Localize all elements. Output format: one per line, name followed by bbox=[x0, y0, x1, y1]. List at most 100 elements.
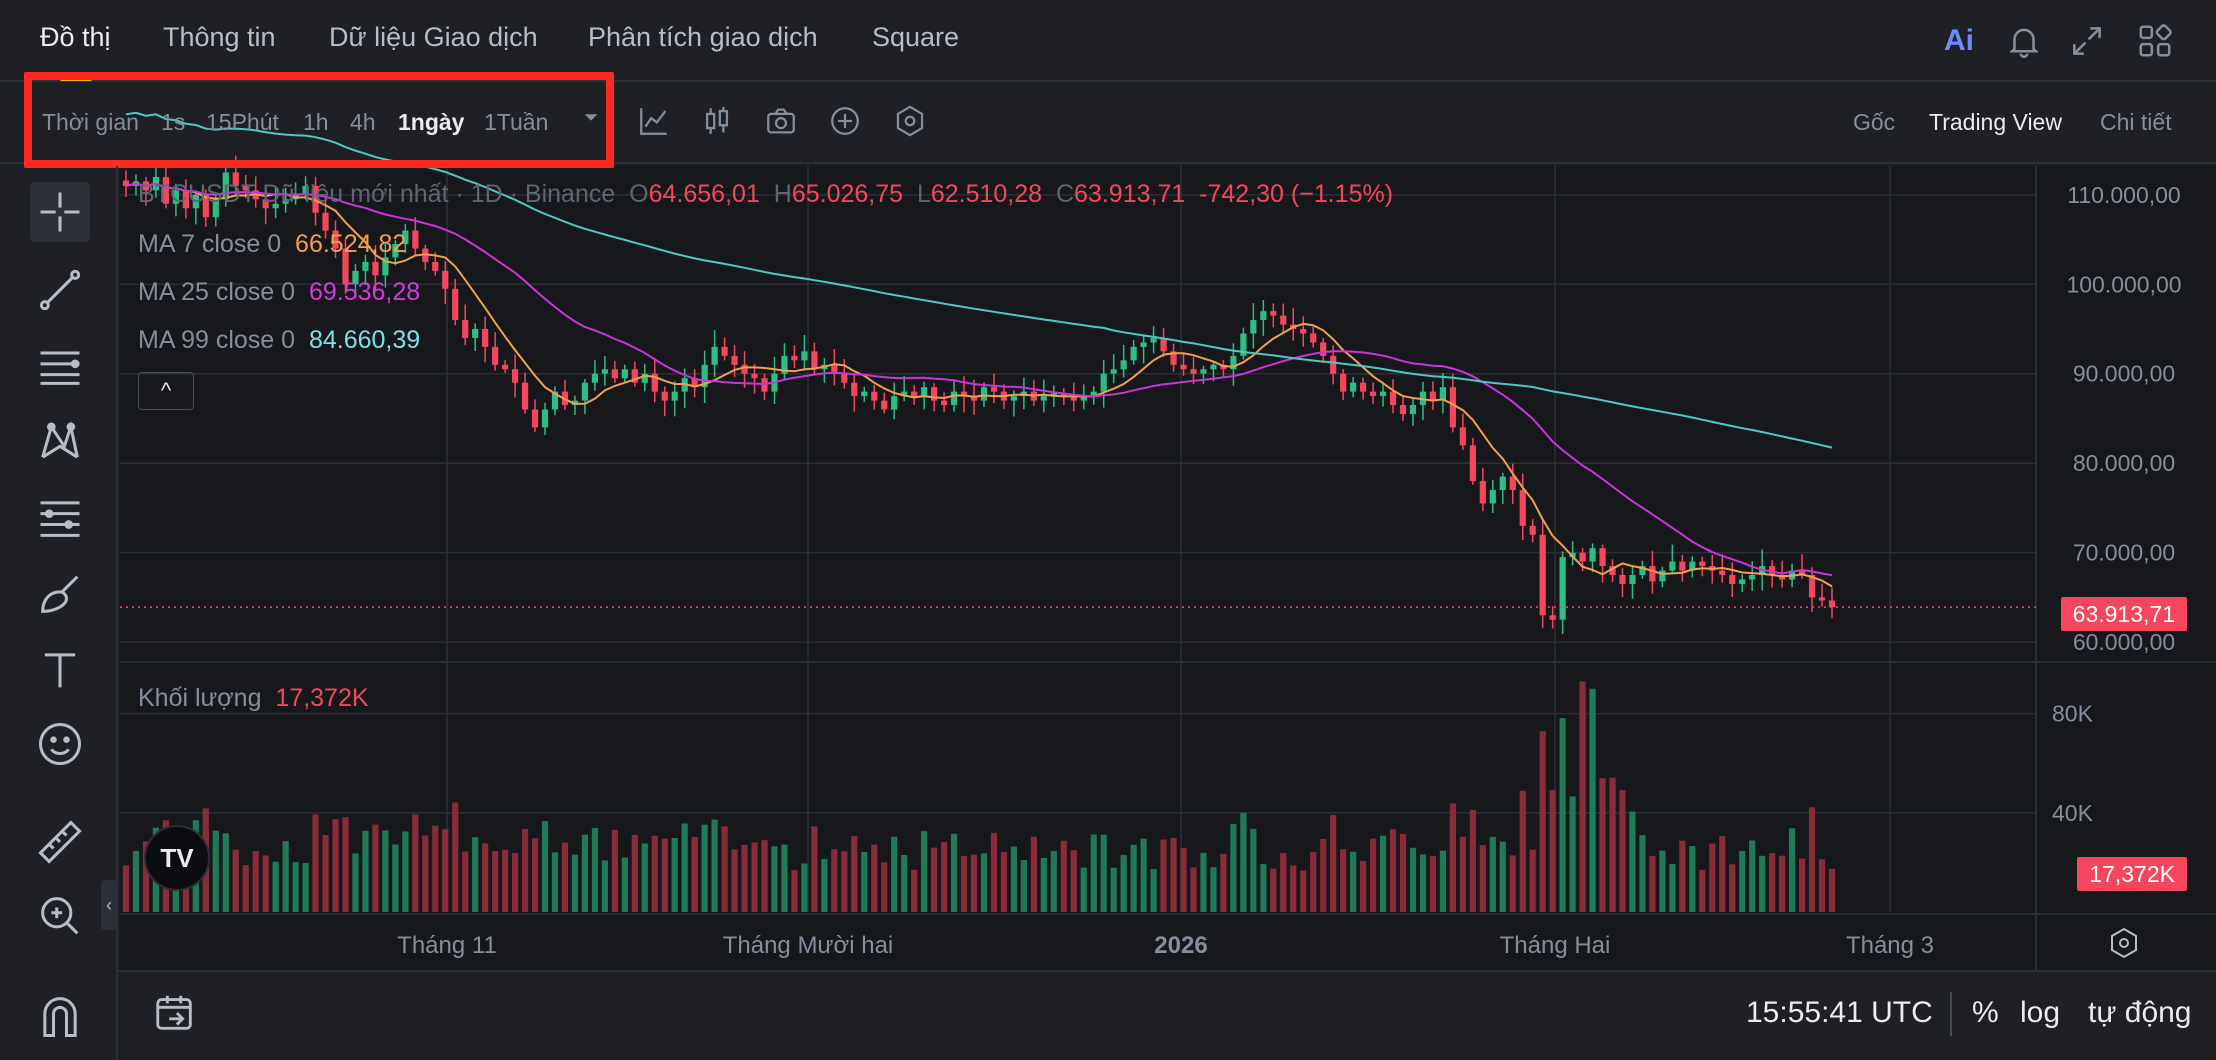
volume-bar bbox=[1369, 838, 1377, 912]
tab-trading-data[interactable]: Dữ liệu Giao dịch bbox=[329, 22, 538, 52]
candle-body bbox=[1599, 548, 1606, 567]
price-tick-label: 100.000,00 bbox=[2066, 271, 2181, 297]
settings-hex-icon[interactable] bbox=[893, 104, 927, 138]
timeframe-1h[interactable]: 1h bbox=[303, 109, 329, 135]
layout-grid-icon[interactable] bbox=[2136, 22, 2174, 60]
candle-body bbox=[671, 391, 678, 401]
candle-body bbox=[931, 387, 938, 401]
candle-body bbox=[1609, 566, 1616, 576]
last-price-tag: 63.913,71 bbox=[2060, 597, 2187, 631]
volume-bar bbox=[1639, 835, 1646, 912]
percent-toggle[interactable]: % bbox=[1972, 996, 1999, 1029]
volume-bar bbox=[1150, 868, 1157, 912]
trendline-icon[interactable] bbox=[30, 260, 90, 320]
text-icon[interactable] bbox=[30, 640, 90, 700]
ma25-legend: MA 25 close 0 69.536,28 bbox=[138, 278, 420, 307]
horizontal-lines-icon[interactable] bbox=[30, 336, 90, 396]
ai-icon[interactable]: Ai bbox=[1944, 24, 1974, 57]
volume-bar bbox=[691, 836, 698, 912]
candle-body bbox=[861, 391, 868, 397]
bottom-bar: 15:55:41 UTC % log tự động bbox=[118, 970, 2216, 1060]
tab-square[interactable]: Square bbox=[872, 22, 960, 52]
candle-body bbox=[1280, 315, 1287, 325]
volume-bar bbox=[581, 834, 589, 912]
fibonacci-icon[interactable] bbox=[30, 488, 90, 548]
candle-body bbox=[362, 261, 369, 271]
log-toggle[interactable]: log bbox=[2020, 996, 2061, 1029]
candle-body bbox=[1699, 561, 1706, 567]
magnet-icon[interactable] bbox=[30, 986, 90, 1046]
volume-bar bbox=[1559, 718, 1566, 912]
auto-toggle[interactable]: tự động bbox=[2088, 996, 2192, 1029]
utc-clock[interactable]: 15:55:41 UTC bbox=[1746, 996, 1933, 1029]
timeframe-4h[interactable]: 4h bbox=[350, 109, 376, 135]
volume-bar bbox=[1499, 841, 1506, 912]
collapse-toolbar-button[interactable]: ‹ bbox=[101, 880, 117, 930]
price-tick-label: 70.000,00 bbox=[2073, 540, 2175, 566]
volume-bar bbox=[232, 849, 239, 912]
candle-body bbox=[1729, 575, 1736, 584]
volume-bar bbox=[482, 843, 489, 912]
add-icon[interactable] bbox=[828, 104, 862, 138]
ma99-label: MA 99 close 0 bbox=[138, 326, 296, 354]
candle-type-icon[interactable] bbox=[700, 104, 734, 138]
volume-bar bbox=[1130, 844, 1137, 912]
volume-bar bbox=[511, 852, 519, 912]
expand-icon[interactable] bbox=[2068, 22, 2106, 60]
volume-bar bbox=[1060, 840, 1067, 912]
tab-info[interactable]: Thông tin bbox=[163, 22, 276, 52]
candle-body bbox=[1180, 364, 1187, 370]
tab-trade-analysis[interactable]: Phân tích giao dịch bbox=[588, 22, 818, 52]
dropdown-icon[interactable] bbox=[580, 106, 602, 128]
indicators-icon[interactable] bbox=[637, 104, 671, 138]
zoom-in-icon[interactable] bbox=[30, 886, 90, 946]
timeframe-1s[interactable]: 1s bbox=[161, 109, 186, 135]
crosshair-icon[interactable] bbox=[30, 182, 90, 242]
candle-body bbox=[302, 185, 309, 195]
legend-collapse-button[interactable]: ^ bbox=[138, 372, 194, 410]
candle-body bbox=[122, 180, 130, 186]
timeframe-1w[interactable]: 1Tuần bbox=[484, 109, 549, 135]
volume-bar bbox=[1679, 840, 1686, 912]
bell-icon[interactable] bbox=[2005, 22, 2043, 60]
volume-bar bbox=[1250, 828, 1257, 912]
candle-body bbox=[1499, 476, 1506, 491]
ma99-value: 84.660,39 bbox=[308, 326, 421, 354]
volume-bar bbox=[1270, 868, 1277, 912]
candle-body bbox=[1330, 355, 1337, 374]
candle-body bbox=[970, 396, 978, 401]
tradingview-logo[interactable]: TV bbox=[144, 825, 210, 891]
ruler-icon[interactable] bbox=[30, 812, 90, 872]
timeframe-15m[interactable]: 15Phút bbox=[206, 109, 279, 135]
axis-settings-icon-center bbox=[2119, 938, 2129, 948]
emoji-icon[interactable] bbox=[30, 714, 90, 774]
volume-bar bbox=[1689, 846, 1696, 912]
volume-bar bbox=[1419, 854, 1427, 912]
tab-chart[interactable]: Đồ thị bbox=[40, 22, 111, 52]
candle-body bbox=[1818, 597, 1826, 601]
candle-body bbox=[1579, 552, 1586, 562]
view-original[interactable]: Gốc bbox=[1853, 109, 1896, 135]
volume-bar bbox=[1619, 790, 1626, 912]
candle-body bbox=[462, 320, 469, 338]
volume-bar bbox=[1659, 850, 1666, 912]
candle-body bbox=[322, 212, 329, 231]
screenshot-icon[interactable] bbox=[764, 104, 798, 138]
candle-body bbox=[1489, 490, 1496, 504]
timeframe-1d[interactable]: 1ngày bbox=[398, 109, 465, 135]
pattern-icon[interactable] bbox=[30, 412, 90, 472]
brush-icon[interactable] bbox=[30, 564, 90, 624]
candle-body bbox=[272, 203, 279, 209]
symbol-label: BTCUSDT Dữ liệu mới nhất · 1D · Binance bbox=[138, 180, 616, 208]
volume-bar bbox=[1140, 838, 1147, 912]
volume-bar bbox=[701, 824, 708, 912]
candle-body bbox=[332, 230, 339, 249]
candle-body bbox=[1409, 405, 1417, 414]
view-tradingview[interactable]: Trading View bbox=[1929, 109, 2062, 135]
candle-body bbox=[1469, 445, 1476, 482]
view-depth[interactable]: Chi tiết bbox=[2100, 109, 2172, 135]
candle-body bbox=[1689, 561, 1696, 571]
calendar-goto-icon[interactable] bbox=[152, 990, 198, 1036]
volume-bar bbox=[132, 850, 140, 912]
